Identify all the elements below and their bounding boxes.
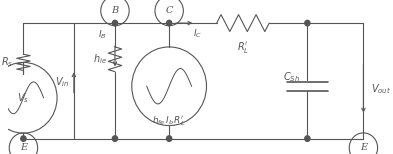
Text: $R_s$: $R_s$	[1, 55, 13, 69]
Ellipse shape	[167, 20, 172, 26]
Text: $V_{out}$: $V_{out}$	[371, 82, 391, 96]
Ellipse shape	[112, 20, 118, 26]
Text: B: B	[111, 6, 119, 15]
Text: $I_C$: $I_C$	[193, 28, 202, 40]
Text: $V_{in}$: $V_{in}$	[55, 75, 70, 89]
Text: $h_{fe}\,I_b\,R_L^{\prime}$: $h_{fe}\,I_b\,R_L^{\prime}$	[152, 114, 186, 128]
Ellipse shape	[21, 136, 26, 141]
Text: C: C	[165, 6, 173, 15]
Ellipse shape	[112, 136, 118, 141]
Ellipse shape	[305, 20, 310, 26]
Text: $R_L^{\prime}$: $R_L^{\prime}$	[237, 40, 249, 55]
Ellipse shape	[305, 136, 310, 141]
Text: $V_s$: $V_s$	[17, 91, 29, 105]
Text: $C_{Sh}$: $C_{Sh}$	[283, 70, 300, 84]
Text: $h_{ie}$: $h_{ie}$	[93, 52, 107, 66]
Text: E: E	[360, 143, 367, 152]
Text: E: E	[20, 143, 27, 152]
Text: $I_B$: $I_B$	[98, 28, 107, 41]
Ellipse shape	[167, 136, 172, 141]
